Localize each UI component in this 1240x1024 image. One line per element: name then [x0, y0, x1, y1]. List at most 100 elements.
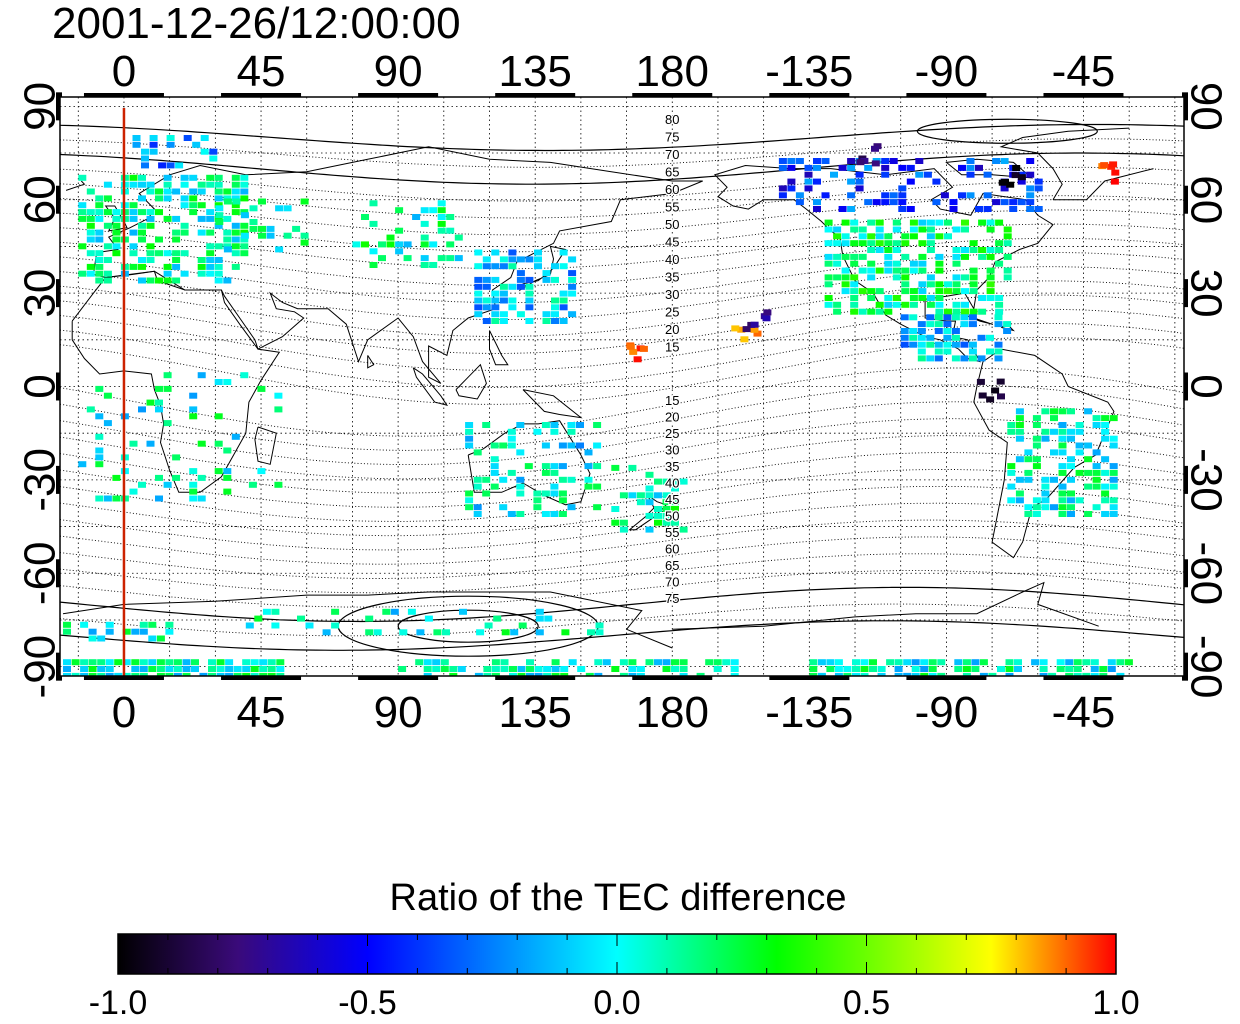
- tec-cell: [662, 512, 671, 519]
- tec-cell: [146, 257, 155, 263]
- dip-contour: [60, 152, 1184, 185]
- tec-cell: [146, 399, 155, 406]
- tec-cell: [206, 174, 215, 181]
- tec-cell: [148, 621, 157, 628]
- top-tick-label: 180: [636, 47, 709, 96]
- tec-cell: [932, 199, 941, 206]
- tec-cell: [645, 485, 654, 492]
- tec-cell: [1026, 171, 1035, 178]
- tec-cell: [473, 504, 482, 511]
- tec-cell: [499, 263, 508, 270]
- tec-cell: [1090, 659, 1099, 666]
- tec-cell: [847, 164, 856, 171]
- frame-tick-mark: [83, 674, 164, 680]
- tec-cell: [867, 233, 876, 240]
- tec-cell: [146, 215, 155, 222]
- tec-cell: [901, 233, 910, 240]
- tec-cell: [271, 608, 280, 615]
- tec-cell: [420, 207, 429, 214]
- tec-cell: [824, 240, 833, 247]
- tec-cell: [433, 629, 442, 636]
- tec-cell: [903, 672, 912, 676]
- tec-cell: [1032, 415, 1041, 422]
- contour-label: 60: [665, 182, 679, 197]
- tec-cell: [952, 308, 961, 315]
- tec-cell: [994, 355, 1003, 362]
- tec-cell: [197, 202, 206, 209]
- tec-cell: [148, 659, 157, 666]
- tec-cell: [499, 504, 508, 511]
- tec-cell: [858, 288, 867, 295]
- tec-cell: [1109, 511, 1118, 517]
- tec-cell: [493, 615, 502, 622]
- tec-cell: [996, 378, 1005, 385]
- tec-cell: [628, 659, 637, 666]
- contour-label: 30: [665, 443, 679, 458]
- tec-cell: [182, 659, 191, 666]
- tec-cell: [240, 250, 249, 257]
- tec-cell: [966, 171, 975, 178]
- tec-cell: [628, 666, 637, 672]
- tec-cell: [97, 635, 106, 642]
- bottom-tick-label: 180: [636, 688, 709, 737]
- tec-cell: [80, 672, 89, 676]
- tec-cell: [508, 304, 517, 311]
- tec-cell: [1092, 504, 1101, 511]
- tec-cell: [900, 328, 909, 334]
- dip-contour: [60, 322, 1184, 388]
- tec-cell: [875, 226, 884, 233]
- tec-cell: [889, 199, 898, 206]
- tec-cell: [482, 476, 491, 483]
- tec-cell: [516, 276, 525, 283]
- tec-cell: [952, 260, 961, 267]
- tec-cell: [129, 250, 138, 257]
- dip-contour: [60, 384, 1184, 451]
- tec-cell: [731, 325, 740, 332]
- tec-cell: [129, 263, 138, 270]
- tec-cell: [1092, 422, 1101, 428]
- tec-cell: [934, 314, 943, 321]
- tec-cell: [395, 207, 404, 214]
- tec-cell: [1101, 456, 1110, 463]
- tec-cell: [200, 135, 209, 141]
- tec-cell: [474, 263, 483, 270]
- tec-cell: [1015, 422, 1024, 428]
- tec-cell: [518, 622, 527, 629]
- tec-cell: [884, 267, 893, 274]
- tec-cell: [884, 240, 893, 247]
- tec-cell: [208, 666, 216, 672]
- tec-cell: [636, 672, 645, 676]
- tec-cell: [995, 301, 1004, 308]
- tec-cell: [943, 341, 952, 348]
- tec-cell: [1067, 463, 1075, 470]
- tec-cell: [898, 206, 907, 212]
- tec-cell: [626, 343, 635, 350]
- tec-cell: [386, 234, 395, 241]
- tec-cell: [432, 666, 441, 672]
- tec-cell: [679, 672, 688, 676]
- tec-cell: [918, 281, 927, 288]
- tec-cell: [1116, 659, 1125, 666]
- tec-cell: [206, 250, 215, 257]
- tec-cell: [254, 615, 263, 622]
- tec-cell: [654, 512, 662, 519]
- tec-cell: [909, 341, 918, 348]
- tec-cell: [103, 392, 112, 399]
- tec-cell: [390, 608, 399, 615]
- tec-cell: [541, 463, 550, 470]
- tec-cell: [420, 234, 429, 241]
- tec-cell: [423, 666, 432, 672]
- tec-cell: [95, 385, 104, 392]
- tec-cell: [875, 301, 884, 308]
- tec-cell: [841, 253, 850, 260]
- dip-contour: [60, 435, 1184, 494]
- tec-cell: [163, 372, 172, 379]
- contour-label: 40: [665, 252, 679, 267]
- tec-cell: [577, 666, 586, 672]
- tec-cell: [490, 483, 499, 490]
- tec-cell: [206, 209, 215, 216]
- tec-cell: [172, 454, 181, 461]
- tec-cell: [454, 255, 463, 262]
- tec-cell: [730, 666, 739, 672]
- tec-cell: [112, 222, 121, 229]
